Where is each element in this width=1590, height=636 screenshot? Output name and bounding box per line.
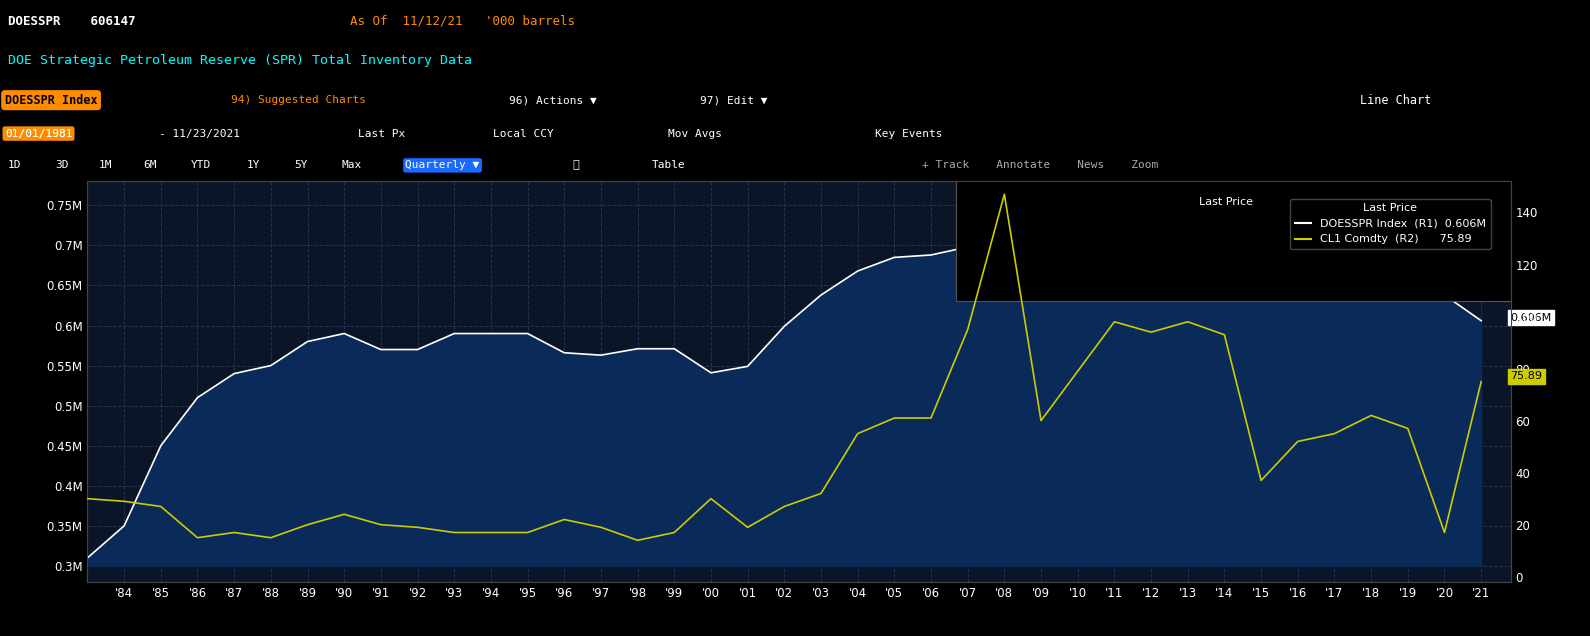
- Text: YTD: YTD: [191, 160, 211, 170]
- Text: Quarterly ▼: Quarterly ▼: [405, 160, 480, 170]
- Text: DOESSPR Index: DOESSPR Index: [5, 93, 97, 107]
- Text: 6M: 6M: [143, 160, 156, 170]
- Text: Table: Table: [652, 160, 685, 170]
- Text: Mov Avgs: Mov Avgs: [668, 128, 722, 139]
- Text: 97) Edit ▼: 97) Edit ▼: [700, 95, 766, 105]
- Text: 📈: 📈: [572, 160, 579, 170]
- Text: 1Y: 1Y: [246, 160, 259, 170]
- Text: Last Price: Last Price: [1199, 197, 1253, 207]
- Text: 1D: 1D: [8, 160, 21, 170]
- Text: Last Px: Last Px: [358, 128, 405, 139]
- Text: 94) Suggested Charts: 94) Suggested Charts: [231, 95, 366, 105]
- Text: 01/01/1981: 01/01/1981: [5, 128, 72, 139]
- Text: ■ CL1 Comdty  (R2)      75.89: ■ CL1 Comdty (R2) 75.89: [970, 253, 1165, 263]
- Text: 0.606M: 0.606M: [1510, 313, 1552, 322]
- Text: Last Price: Last Price: [1199, 190, 1253, 199]
- Text: 1M: 1M: [99, 160, 111, 170]
- Text: ■ DOESSPR Index  (R1)  0.606M: ■ DOESSPR Index (R1) 0.606M: [970, 218, 1165, 227]
- Text: As Of  11/12/21   '000 barrels: As Of 11/12/21 '000 barrels: [350, 15, 576, 28]
- Text: DOESSPR    606147: DOESSPR 606147: [8, 15, 135, 28]
- Text: Max: Max: [342, 160, 363, 170]
- Text: Line Chart: Line Chart: [1359, 93, 1431, 107]
- Text: 5Y: 5Y: [294, 160, 307, 170]
- Text: DOE Strategic Petroleum Reserve (SPR) Total Inventory Data: DOE Strategic Petroleum Reserve (SPR) To…: [8, 53, 472, 67]
- Legend: DOESSPR Index  (R1)  0.606M, CL1 Comdty  (R2)      75.89: DOESSPR Index (R1) 0.606M, CL1 Comdty (R…: [1289, 199, 1491, 249]
- Text: 01/01/1981: 01/01/1981: [5, 128, 72, 139]
- Text: 96) Actions ▼: 96) Actions ▼: [509, 95, 596, 105]
- Text: - 11/23/2021: - 11/23/2021: [159, 128, 240, 139]
- Text: DOESSPR Index: DOESSPR Index: [5, 93, 97, 107]
- Text: Local CCY: Local CCY: [493, 128, 553, 139]
- Text: + Track    Annotate    News    Zoom: + Track Annotate News Zoom: [922, 160, 1159, 170]
- Text: 3D: 3D: [56, 160, 68, 170]
- FancyBboxPatch shape: [956, 177, 1510, 301]
- Text: Key Events: Key Events: [875, 128, 941, 139]
- Text: 75.89: 75.89: [1510, 371, 1542, 382]
